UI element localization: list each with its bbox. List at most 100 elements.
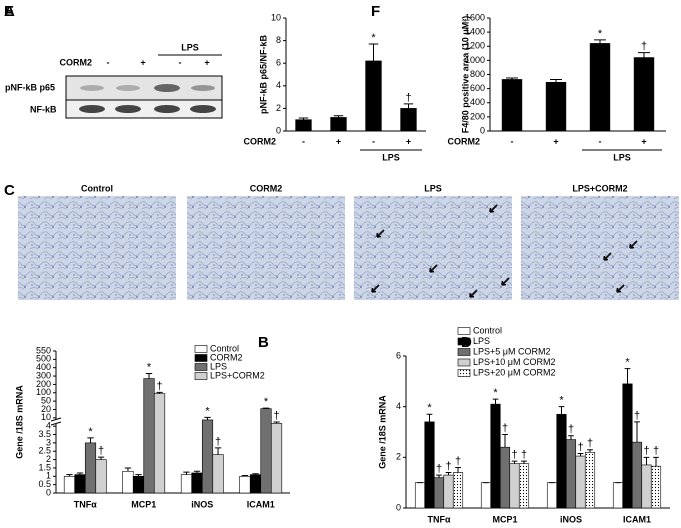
legend-swatch [194, 372, 208, 380]
y-tick-label: 200 [36, 379, 51, 389]
panel-label: E [4, 3, 14, 20]
x-tick-label: iNOS [560, 514, 582, 524]
y-tick-label: 2 [46, 454, 51, 464]
annotation: † [577, 441, 583, 453]
x-tick-label: TNFα [74, 499, 97, 509]
bar [414, 482, 426, 509]
annotation: † [653, 445, 659, 457]
error-bar [521, 460, 527, 464]
legend-label: LPS [473, 336, 490, 346]
x-tick-label: MCP1 [131, 499, 156, 509]
bar [295, 119, 312, 132]
y-axis-label: F4/80 positive area (10 μM²) [460, 16, 470, 134]
annotation: † [511, 449, 517, 461]
arrow [603, 252, 612, 261]
error-bar [624, 368, 631, 384]
y-tick-label: 800 [470, 69, 485, 79]
error-bar [368, 43, 379, 61]
y-axis-label: Gene /18S mRNA [377, 395, 387, 469]
y-tick-label: 0 [46, 487, 51, 497]
x-tick-label: ICAM1 [247, 499, 275, 509]
annotation: * [147, 361, 152, 373]
x-tick-label: - [599, 136, 602, 146]
y-tick-label: 1600 [465, 12, 485, 22]
annotation: * [598, 28, 603, 40]
error-bar [403, 103, 414, 109]
error-bar [436, 474, 442, 478]
error-bar [76, 472, 84, 475]
error-bar [634, 421, 640, 443]
x-tick-label: - [372, 136, 375, 146]
annotation: † [634, 410, 640, 422]
error-bar [193, 470, 201, 473]
y-tick-label: 300 [36, 370, 51, 380]
arrow [429, 264, 438, 273]
legend-swatch [457, 337, 471, 346]
bar [480, 482, 492, 509]
error-bar [587, 449, 593, 453]
bar [122, 470, 134, 494]
bar [132, 475, 145, 494]
x-tick-label: + [553, 136, 558, 146]
axis-break [50, 417, 62, 426]
error-bar [502, 434, 508, 448]
y-tick-label: 4 [396, 401, 401, 411]
annotation: * [88, 426, 93, 438]
panel-label: C [4, 182, 15, 199]
y-tick-label: 2.5 [38, 446, 51, 456]
x-tick-label: - [511, 136, 514, 146]
error-bar [262, 407, 270, 409]
error-bar [97, 456, 105, 460]
legend-label: CORM2 [210, 352, 243, 362]
legend-swatch [194, 363, 208, 371]
y-tick-label: 0 [276, 125, 281, 135]
legend-swatch [457, 327, 471, 335]
micrograph [354, 196, 512, 300]
error-bar [156, 391, 163, 394]
bar [631, 441, 643, 509]
annotation: † [215, 436, 221, 448]
annotation: † [98, 445, 104, 457]
bands [79, 84, 216, 113]
blot-band [65, 99, 223, 119]
bar [212, 454, 224, 494]
x-tick-label: iNOS [191, 499, 213, 509]
annotation: * [625, 357, 630, 369]
x-tick-label: + [641, 136, 646, 146]
error-bar [643, 456, 650, 465]
error-bar [204, 416, 211, 420]
bar [509, 463, 520, 509]
bar [143, 378, 155, 494]
legend-swatch [194, 354, 208, 362]
bar [260, 408, 272, 494]
y-tick-label: 50 [41, 395, 51, 405]
error-bar [135, 474, 142, 477]
error-bar [183, 471, 190, 475]
error-bar [252, 473, 259, 475]
error-bar [333, 115, 344, 118]
bar [650, 465, 662, 509]
y-tick-label: 10 [271, 12, 281, 22]
y-tick-label: 1 [46, 471, 51, 481]
y-tick-label: 2 [276, 103, 281, 113]
legend-label: Control [473, 325, 502, 335]
image-title: CORM2 [250, 183, 283, 193]
bar [490, 403, 501, 509]
legend-swatch [457, 348, 471, 356]
micrograph [187, 196, 345, 300]
bar [612, 482, 624, 509]
error-bar [638, 52, 650, 58]
y-tick-label: 8 [276, 35, 281, 45]
error-bar [558, 406, 565, 415]
bar [95, 459, 107, 494]
bar [424, 421, 435, 509]
bar [575, 455, 586, 509]
legend-label: LPS+CORM2 [210, 370, 265, 380]
annotation: * [427, 402, 432, 414]
arrow [616, 284, 625, 293]
y-tick-label: 500 [36, 354, 51, 364]
annotation: * [493, 387, 498, 399]
band-label: pNF-kB p65 [5, 82, 55, 92]
error-bar [445, 472, 452, 476]
arrow [629, 240, 638, 249]
